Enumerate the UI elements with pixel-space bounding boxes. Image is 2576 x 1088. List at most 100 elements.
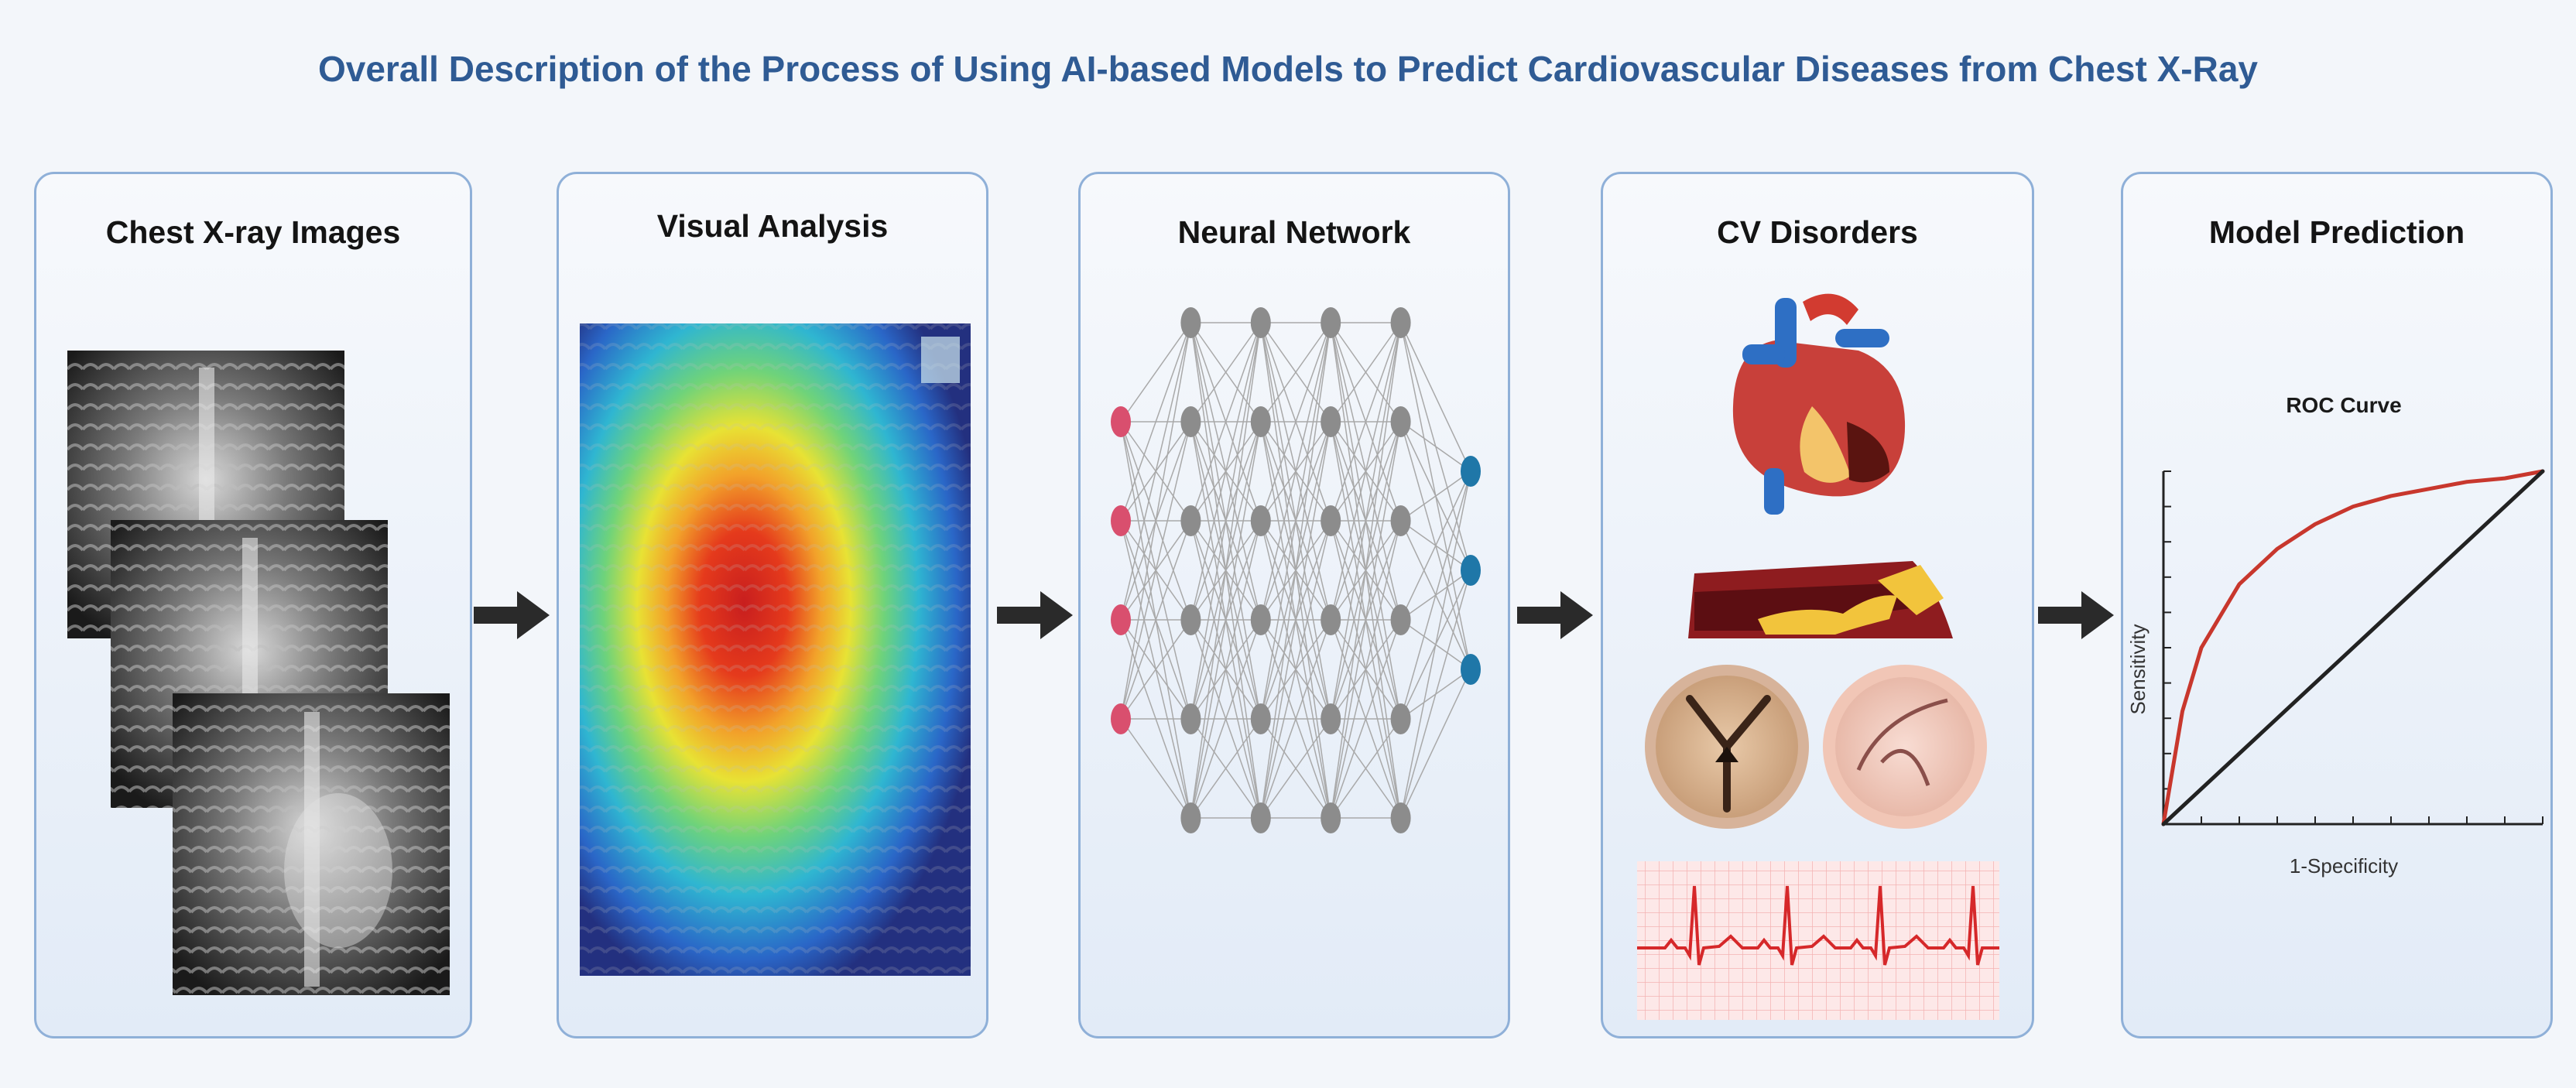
heart-icon (1732, 293, 1906, 515)
chart-title: ROC Curve (2286, 393, 2401, 417)
network-edge (1399, 470, 1471, 819)
network-edge (1190, 322, 1262, 423)
hidden-node (1180, 406, 1201, 437)
series-line-model (2161, 469, 2545, 826)
panel-visual-analysis: Visual Analysis (557, 172, 988, 1038)
panel-chest-xray: Chest X-ray Images (34, 172, 472, 1038)
panel-title: Visual Analysis (656, 208, 889, 244)
network-edge (1190, 718, 1262, 819)
normal-valve-icon (1823, 665, 1987, 829)
network-edge (1190, 421, 1262, 819)
output-node (1461, 456, 1481, 487)
input-node (1111, 505, 1131, 536)
network-edge (1120, 421, 1192, 720)
hidden-node (1321, 505, 1341, 536)
panel-cv-disorders: CV Disorders (1601, 172, 2034, 1038)
network-edge (1330, 619, 1402, 819)
network-edge (1260, 322, 1331, 819)
network-edge (1399, 470, 1471, 720)
network-edge (1330, 322, 1402, 819)
xray-stack-illustration (67, 351, 450, 995)
network-edge (1190, 520, 1262, 819)
output-node (1461, 555, 1481, 586)
xray-image-3 (173, 693, 450, 995)
hidden-node (1250, 406, 1271, 437)
network-edge (1120, 322, 1192, 621)
network-edge (1399, 470, 1471, 621)
heatmap-illustration (580, 323, 971, 976)
arrow-icon (2038, 591, 2114, 639)
network-edge (1330, 322, 1402, 522)
network-edge (1260, 520, 1331, 819)
network-edge (1330, 322, 1402, 621)
network-edge (1330, 718, 1402, 819)
artery-plaque-icon (1688, 561, 1953, 638)
panel-title: Chest X-ray Images (105, 214, 401, 250)
panel-model-prediction: Model Prediction ROC Curve 1-Specificity… (2121, 172, 2553, 1038)
network-edge (1120, 619, 1192, 720)
network-edge (1399, 669, 1471, 819)
hidden-node (1250, 505, 1271, 536)
cv-disorders-illustrations (1637, 293, 1999, 1020)
input-node (1111, 703, 1131, 734)
input-node (1111, 406, 1131, 437)
hidden-node (1180, 307, 1201, 338)
input-node (1111, 604, 1131, 635)
hidden-node (1390, 505, 1411, 536)
hidden-node (1321, 406, 1341, 437)
network-edge (1260, 322, 1331, 522)
hidden-node (1321, 802, 1341, 833)
panel-title: CV Disorders (1717, 214, 1918, 250)
network-edge (1330, 520, 1402, 819)
hidden-node (1321, 604, 1341, 635)
series-line-chance (2161, 469, 2545, 826)
network-edge (1330, 322, 1402, 423)
network-edge (1400, 421, 1471, 472)
network-edge (1190, 322, 1262, 819)
network-edge (1120, 718, 1192, 819)
network-edge (1190, 322, 1262, 720)
hidden-node (1180, 604, 1201, 635)
network-edge (1120, 322, 1192, 720)
network-edge (1190, 619, 1262, 819)
network-edge (1399, 570, 1471, 819)
ecg-icon (1637, 861, 1999, 1020)
network-edge (1260, 421, 1331, 819)
hidden-node (1390, 802, 1411, 833)
hidden-node (1390, 703, 1411, 734)
hidden-node (1390, 604, 1411, 635)
network-edge (1260, 718, 1331, 819)
hidden-node (1180, 802, 1201, 833)
panel-title: Neural Network (1177, 214, 1411, 250)
arrow-icon (997, 591, 1073, 639)
roc-chart: ROC Curve 1-Specificity Sensitivity (2126, 393, 2545, 878)
x-axis-label: 1-Specificity (2290, 854, 2398, 878)
network-connections (1120, 322, 1471, 819)
hidden-node (1180, 703, 1201, 734)
neural-network-graph (1111, 307, 1481, 833)
network-edge (1190, 322, 1262, 522)
network-edge (1330, 421, 1402, 819)
hidden-node (1250, 703, 1271, 734)
hidden-node (1250, 802, 1271, 833)
hidden-node (1321, 307, 1341, 338)
network-edge (1120, 322, 1192, 423)
network-edge (1120, 520, 1192, 720)
network-edge (1399, 322, 1471, 472)
diagram-title: Overall Description of the Process of Us… (317, 49, 2259, 89)
hidden-node (1250, 604, 1271, 635)
arrow-icon (1517, 591, 1593, 639)
hidden-node (1250, 307, 1271, 338)
network-edge (1330, 322, 1402, 720)
arrow-icon (474, 591, 550, 639)
network-edge (1190, 322, 1262, 621)
hidden-node (1390, 406, 1411, 437)
network-edge (1260, 322, 1331, 621)
output-node (1461, 654, 1481, 685)
network-edge (1260, 322, 1331, 423)
network-edge (1120, 322, 1192, 522)
network-edge (1260, 322, 1331, 720)
panel-neural-network: Neural Network (1078, 172, 1510, 1038)
y-axis-label: Sensitivity (2126, 624, 2150, 714)
network-edge (1400, 470, 1471, 522)
